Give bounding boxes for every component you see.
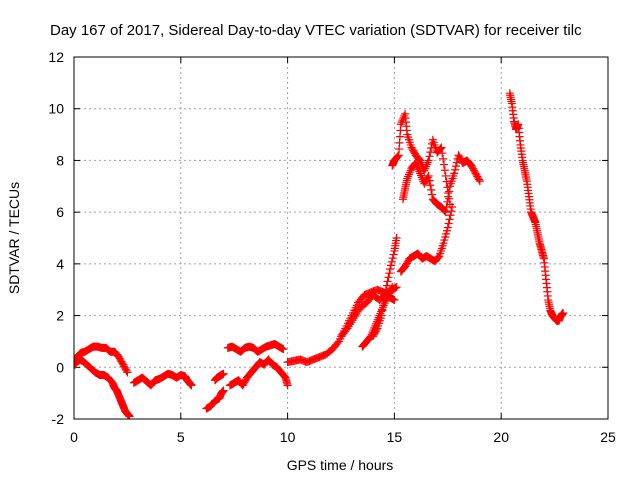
grid-lines (74, 57, 608, 419)
data-point (279, 345, 288, 354)
data-point (448, 202, 457, 211)
x-tick-label: 10 (280, 429, 296, 445)
data-point (444, 219, 453, 228)
data-points (74, 89, 568, 419)
tick-labels: 0 5 10 15 20 25 -2 0 2 4 6 8 10 12 (48, 49, 616, 445)
data-point (187, 381, 196, 390)
series-midday-b (223, 340, 288, 356)
data-point (438, 149, 447, 158)
x-tick-label: 0 (70, 429, 78, 445)
data-point (475, 177, 484, 186)
data-point (383, 277, 392, 286)
chart-title: Day 167 of 2017, Sidereal Day-to-day VTE… (50, 22, 582, 39)
series-evening-low (396, 202, 457, 276)
data-point (390, 296, 399, 305)
y-tick-label: 6 (56, 204, 64, 220)
data-point (447, 207, 456, 216)
data-point (445, 187, 454, 196)
data-point (427, 185, 436, 194)
y-tick-label: 12 (48, 49, 64, 65)
data-point (439, 154, 448, 163)
data-point (439, 160, 448, 169)
data-point (283, 381, 292, 390)
data-point (392, 234, 401, 242)
series-short-segment (210, 369, 228, 385)
data-point (125, 412, 134, 419)
y-tick-label: 0 (56, 359, 64, 375)
x-tick-label: 5 (177, 429, 185, 445)
data-point (380, 296, 389, 305)
data-point (440, 166, 449, 175)
data-point (393, 152, 402, 161)
data-point (386, 261, 395, 270)
data-point (445, 215, 454, 224)
series-upper-early (74, 342, 132, 377)
data-point (219, 386, 228, 395)
data-point (441, 208, 450, 217)
series-morning-dip (129, 369, 196, 390)
y-axis-label: SDTVAR / TECUs (6, 182, 22, 294)
data-point (559, 308, 568, 317)
data-point (436, 144, 445, 153)
data-point (388, 254, 397, 263)
x-tick-label: 20 (493, 429, 509, 445)
data-point (385, 269, 394, 278)
y-tick-label: -2 (52, 411, 65, 427)
data-point (377, 311, 386, 320)
data-point (387, 284, 396, 293)
data-point (381, 290, 390, 299)
data-point (219, 369, 228, 378)
data-point (122, 366, 131, 375)
data-point (372, 326, 381, 335)
series-late-decline (505, 89, 568, 325)
data-point (437, 143, 446, 152)
series-evening-high (388, 109, 454, 209)
data-point (382, 281, 391, 290)
data-point (389, 250, 398, 259)
series-midday-a (225, 355, 292, 390)
y-tick-label: 4 (56, 256, 64, 272)
plot-frame (73, 56, 609, 420)
series-evening-mid (398, 151, 484, 217)
data-point (426, 181, 435, 190)
data-point (424, 171, 433, 180)
y-tick-label: 8 (56, 152, 64, 168)
data-point (424, 156, 433, 165)
series-low-segment (202, 386, 228, 413)
data-point (444, 192, 453, 201)
data-point (427, 190, 436, 199)
data-point (443, 197, 452, 206)
data-point (379, 301, 388, 310)
data-point (378, 306, 387, 315)
x-tick-label: 25 (600, 429, 616, 445)
x-tick-label: 15 (387, 429, 403, 445)
data-point (425, 152, 434, 161)
x-axis-label: GPS time / hours (287, 457, 394, 473)
y-tick-label: 2 (56, 308, 64, 324)
data-point (387, 257, 396, 266)
data-point (386, 265, 395, 274)
data-point (434, 253, 443, 262)
data-point (123, 368, 132, 377)
y-tick-label: 10 (48, 101, 64, 117)
data-point (446, 211, 455, 220)
data-point (474, 175, 483, 184)
data-point (441, 171, 450, 180)
data-point (333, 338, 342, 347)
data-point (451, 162, 460, 171)
data-point (426, 148, 435, 157)
series-lower-early (74, 355, 134, 419)
data-point (443, 223, 452, 232)
data-point (425, 176, 434, 185)
data-point (384, 273, 393, 282)
data-point (388, 283, 397, 292)
data-point (450, 169, 459, 178)
axis-ticks (73, 56, 609, 420)
series-rise-d (369, 234, 401, 341)
data-point (381, 285, 390, 294)
data-point (451, 165, 460, 174)
